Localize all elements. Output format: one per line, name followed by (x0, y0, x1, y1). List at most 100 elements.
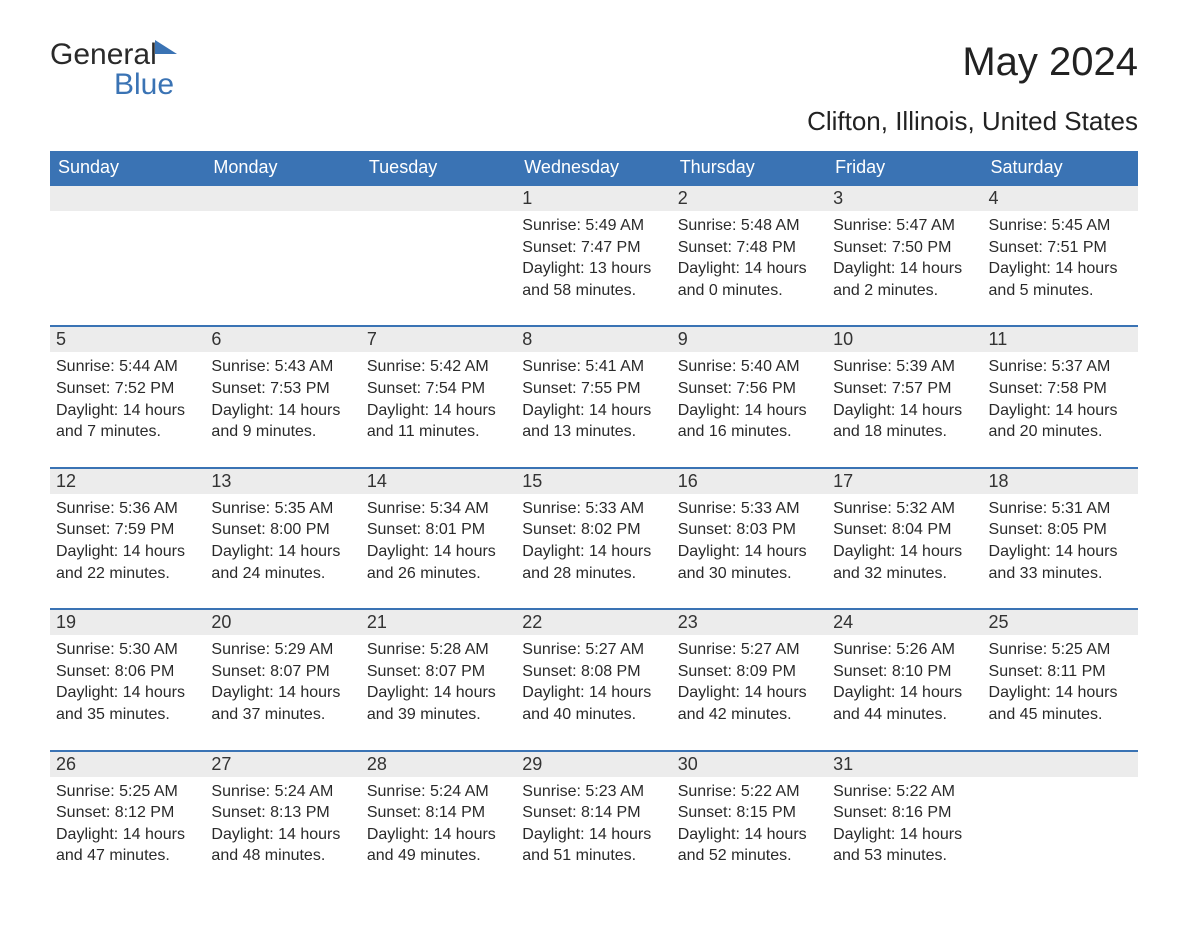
sunset-text: Sunset: 8:12 PM (56, 802, 199, 824)
daylight-text: Daylight: 14 hours and 51 minutes. (522, 824, 665, 867)
day-number-cell (983, 751, 1138, 777)
sunset-text: Sunset: 7:50 PM (833, 237, 976, 259)
day-number-cell: 18 (983, 468, 1138, 494)
day-body-cell: Sunrise: 5:23 AMSunset: 8:14 PMDaylight:… (516, 777, 671, 891)
sunrise-text: Sunrise: 5:36 AM (56, 498, 199, 520)
sunrise-text: Sunrise: 5:33 AM (522, 498, 665, 520)
day-number-row: 1234 (50, 185, 1138, 211)
day-number-cell: 4 (983, 185, 1138, 211)
day-body-cell: Sunrise: 5:42 AMSunset: 7:54 PMDaylight:… (361, 352, 516, 467)
sunrise-text: Sunrise: 5:24 AM (367, 781, 510, 803)
sunrise-text: Sunrise: 5:44 AM (56, 356, 199, 378)
day-number-cell: 9 (672, 326, 827, 352)
day-number-row: 567891011 (50, 326, 1138, 352)
sunset-text: Sunset: 7:59 PM (56, 519, 199, 541)
day-body-row: Sunrise: 5:25 AMSunset: 8:12 PM Daylight:… (50, 777, 1138, 891)
daylight-text: Daylight: 14 hours and 16 minutes. (678, 400, 821, 443)
sunset-text: Sunset: 7:55 PM (522, 378, 665, 400)
sunset-text: Sunset: 8:13 PM (211, 802, 354, 824)
day-body-cell: Sunrise: 5:22 AMSunset: 8:16 PMDaylight:… (827, 777, 982, 891)
day-body-cell (361, 211, 516, 326)
sunrise-text: Sunrise: 5:42 AM (367, 356, 510, 378)
weekday-heading: Wednesday (516, 151, 671, 185)
sunrise-text: Sunrise: 5:43 AM (211, 356, 354, 378)
daylight-text: Daylight: 14 hours and 13 minutes. (522, 400, 665, 443)
daylight-text: Daylight: 14 hours and 7 minutes. (56, 400, 199, 443)
day-number-cell: 26 (50, 751, 205, 777)
day-number-cell: 25 (983, 609, 1138, 635)
daylight-text: Daylight: 14 hours and 28 minutes. (522, 541, 665, 584)
day-body-row: Sunrise: 5:30 AMSunset: 8:06 PMDaylight:… (50, 635, 1138, 750)
daylight-text: Daylight: 14 hours and 45 minutes. (989, 682, 1132, 725)
day-body-cell: Sunrise: 5:28 AMSunset: 8:07 PMDaylight:… (361, 635, 516, 750)
sunrise-text: Sunrise: 5:22 AM (678, 781, 821, 803)
daylight-text: Daylight: 14 hours and 40 minutes. (522, 682, 665, 725)
calendar-table: Sunday Monday Tuesday Wednesday Thursday… (50, 151, 1138, 891)
day-body-cell: Sunrise: 5:27 AMSunset: 8:09 PMDaylight:… (672, 635, 827, 750)
sunset-text: Sunset: 8:16 PM (833, 802, 976, 824)
sunrise-text: Sunrise: 5:28 AM (367, 639, 510, 661)
sunset-text: Sunset: 7:53 PM (211, 378, 354, 400)
day-body-cell: Sunrise: 5:49 AMSunset: 7:47 PMDaylight:… (516, 211, 671, 326)
daylight-text: Daylight: 13 hours and 58 minutes. (522, 258, 665, 301)
day-body-cell: Sunrise: 5:48 AMSunset: 7:48 PMDaylight:… (672, 211, 827, 326)
day-number-cell: 12 (50, 468, 205, 494)
sunset-text: Sunset: 7:54 PM (367, 378, 510, 400)
day-body-cell: Sunrise: 5:40 AMSunset: 7:56 PMDaylight:… (672, 352, 827, 467)
logo-line2: Blue (114, 68, 174, 101)
day-body-cell: Sunrise: 5:45 AMSunset: 7:51 PMDaylight:… (983, 211, 1138, 326)
daylight-text: Daylight: 14 hours and 20 minutes. (989, 400, 1132, 443)
sunrise-text: Sunrise: 5:25 AM (56, 781, 199, 803)
day-body-cell: Sunrise: 5:30 AMSunset: 8:06 PMDaylight:… (50, 635, 205, 750)
sunset-text: Sunset: 8:05 PM (989, 519, 1132, 541)
logo-text: General Blue (50, 40, 177, 100)
day-number-cell: 6 (205, 326, 360, 352)
day-number-cell: 31 (827, 751, 982, 777)
weekday-heading: Friday (827, 151, 982, 185)
title-block: May 2024 (962, 40, 1138, 85)
day-number-cell: 3 (827, 185, 982, 211)
day-number-cell: 21 (361, 609, 516, 635)
day-body-row: Sunrise: 5:49 AMSunset: 7:47 PMDaylight:… (50, 211, 1138, 326)
sunrise-text: Sunrise: 5:37 AM (989, 356, 1132, 378)
daylight-text: Daylight: 14 hours and 22 minutes. (56, 541, 199, 584)
sunrise-text: Sunrise: 5:27 AM (522, 639, 665, 661)
day-number-cell: 17 (827, 468, 982, 494)
day-number-cell: 7 (361, 326, 516, 352)
sunrise-text: Sunrise: 5:22 AM (833, 781, 976, 803)
day-number-cell: 27 (205, 751, 360, 777)
weekday-heading: Sunday (50, 151, 205, 185)
day-number-cell: 13 (205, 468, 360, 494)
sunrise-text: Sunrise: 5:47 AM (833, 215, 976, 237)
day-body-cell: Sunrise: 5:41 AMSunset: 7:55 PMDaylight:… (516, 352, 671, 467)
sunrise-text: Sunrise: 5:23 AM (522, 781, 665, 803)
day-body-cell: Sunrise: 5:33 AMSunset: 8:03 PMDaylight:… (672, 494, 827, 609)
sunset-text: Sunset: 8:07 PM (367, 661, 510, 683)
day-body-cell: Sunrise: 5:43 AMSunset: 7:53 PMDaylight:… (205, 352, 360, 467)
day-number-cell: 28 (361, 751, 516, 777)
day-number-cell: 24 (827, 609, 982, 635)
sunrise-text: Sunrise: 5:39 AM (833, 356, 976, 378)
daylight-text: Daylight: 14 hours and 53 minutes. (833, 824, 976, 867)
day-number-cell: 10 (827, 326, 982, 352)
weekday-heading: Tuesday (361, 151, 516, 185)
day-number-cell: 5 (50, 326, 205, 352)
daylight-text: Daylight: 14 hours and 9 minutes. (211, 400, 354, 443)
sunrise-text: Sunrise: 5:24 AM (211, 781, 354, 803)
sunrise-text: Sunrise: 5:33 AM (678, 498, 821, 520)
day-body-cell: Sunrise: 5:44 AMSunset: 7:52 PMDaylight:… (50, 352, 205, 467)
sunrise-text: Sunrise: 5:27 AM (678, 639, 821, 661)
daylight-text: Daylight: 14 hours and 42 minutes. (678, 682, 821, 725)
sunset-text: Sunset: 7:48 PM (678, 237, 821, 259)
sunrise-text: Sunrise: 5:48 AM (678, 215, 821, 237)
day-number-cell: 23 (672, 609, 827, 635)
sunset-text: Sunset: 7:58 PM (989, 378, 1132, 400)
day-body-cell: Sunrise: 5:22 AMSunset: 8:15 PMDaylight:… (672, 777, 827, 891)
weekday-heading: Saturday (983, 151, 1138, 185)
sunset-text: Sunset: 7:57 PM (833, 378, 976, 400)
day-number-row: 262728293031 (50, 751, 1138, 777)
sunset-text: Sunset: 8:03 PM (678, 519, 821, 541)
day-number-cell: 29 (516, 751, 671, 777)
sunset-text: Sunset: 8:14 PM (367, 802, 510, 824)
day-number-cell (50, 185, 205, 211)
